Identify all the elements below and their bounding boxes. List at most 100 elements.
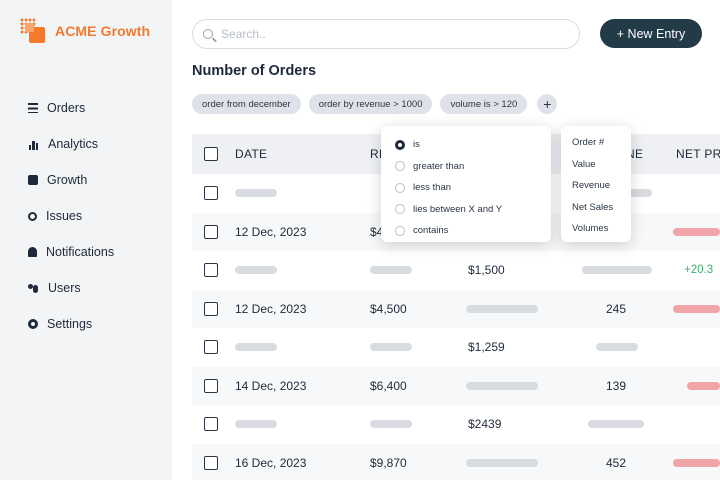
users-icon <box>28 283 39 293</box>
growth-icon <box>28 175 38 185</box>
cell-value: $2439 <box>468 417 502 432</box>
placeholder-bar <box>466 304 538 313</box>
placeholder-bar <box>235 189 277 198</box>
cell-date: 12 Dec, 2023 <box>235 224 307 239</box>
table-row[interactable]: 12 Dec, 2023 $4,500 245 <box>192 289 720 328</box>
row-checkbox[interactable] <box>204 224 218 239</box>
radio-icon[interactable] <box>395 182 405 193</box>
search-icon <box>203 29 213 39</box>
option-label: lies between X and Y <box>413 203 503 215</box>
select-all-checkbox[interactable] <box>204 147 218 161</box>
sidebar-item-label: Orders <box>47 101 86 115</box>
add-filter-button[interactable]: + <box>537 94 558 114</box>
condition-option-is[interactable]: is <box>395 134 551 156</box>
condition-option-greater-than[interactable]: greater than <box>395 156 551 178</box>
sidebar-item-label: Analytics <box>48 137 99 151</box>
sidebar-item-label: Issues <box>46 209 83 223</box>
page-title: Number of Orders <box>192 63 317 79</box>
option-label: greater than <box>413 160 465 172</box>
table-row[interactable]: 16 Dec, 2023 $9,870 452 <box>192 443 720 480</box>
net-profit-bar <box>673 458 720 467</box>
column-header-net-profit[interactable]: NET PR <box>676 147 720 161</box>
row-checkbox[interactable] <box>204 301 218 316</box>
list-icon <box>28 103 38 113</box>
filter-chip[interactable]: order by revenue > 1000 <box>308 94 433 114</box>
sidebar-item-issues[interactable]: Issues <box>28 198 114 234</box>
row-checkbox[interactable] <box>204 417 218 432</box>
cell-volume: 452 <box>606 455 627 470</box>
field-option-revenue[interactable]: Revenue <box>572 180 611 192</box>
sidebar-item-label: Settings <box>47 317 93 331</box>
cell-volume: 139 <box>606 378 627 393</box>
field-option-net-sales[interactable]: Net Sales <box>572 201 614 213</box>
net-profit-bar <box>673 304 720 313</box>
issues-icon <box>28 211 37 221</box>
placeholder-bar <box>235 420 277 429</box>
row-checkbox[interactable] <box>204 378 218 393</box>
sidebar-item-analytics[interactable]: Analytics <box>28 126 114 162</box>
radio-icon[interactable] <box>395 161 405 172</box>
cell-date: 14 Dec, 2023 <box>235 378 307 393</box>
option-label: is <box>413 139 420 151</box>
placeholder-bar <box>370 343 412 352</box>
field-option-volumes[interactable]: Volumes <box>572 223 609 235</box>
table-row[interactable]: $2439 <box>192 405 720 444</box>
cell-net-profit: +20.3 <box>684 264 714 277</box>
option-label: contains <box>413 225 449 237</box>
placeholder-bar <box>466 458 538 467</box>
placeholder-bar <box>588 420 644 429</box>
sidebar: ACME Growth Orders Analytics Growth Issu… <box>0 0 172 480</box>
net-profit-bar <box>687 381 720 390</box>
cell-value: $1,259 <box>468 340 505 355</box>
filter-chip[interactable]: volume is > 120 <box>440 94 528 114</box>
bar-chart-icon <box>28 139 39 150</box>
condition-option-between[interactable]: lies between X and Y <box>395 199 551 221</box>
placeholder-bar <box>466 381 538 390</box>
condition-option-contains[interactable]: contains <box>395 220 551 242</box>
filter-field-dropdown: Order # Value Revenue Net Sales Volumes <box>561 126 631 242</box>
bell-icon <box>28 247 37 257</box>
row-checkbox[interactable] <box>204 186 218 201</box>
logo-icon <box>20 18 46 44</box>
sidebar-item-orders[interactable]: Orders <box>28 90 114 126</box>
column-header-date[interactable]: DATE <box>235 147 268 161</box>
radio-icon[interactable] <box>395 225 405 236</box>
cell-revenue: $4 <box>370 224 384 239</box>
condition-option-less-than[interactable]: less than <box>395 177 551 199</box>
placeholder-bar <box>582 266 652 275</box>
field-option-value[interactable]: Value <box>572 158 596 170</box>
brand-logo[interactable]: ACME Growth <box>20 18 150 44</box>
search-bar[interactable] <box>192 19 580 49</box>
row-checkbox[interactable] <box>204 263 218 278</box>
field-option-order-number[interactable]: Order # <box>572 137 605 149</box>
sidebar-item-growth[interactable]: Growth <box>28 162 114 198</box>
sidebar-item-settings[interactable]: Settings <box>28 306 114 342</box>
gear-icon <box>28 319 38 329</box>
cell-value: $1,500 <box>468 263 505 278</box>
sidebar-item-label: Notifications <box>46 245 115 259</box>
placeholder-bar <box>596 343 638 352</box>
placeholder-bar <box>370 420 412 429</box>
search-input[interactable] <box>221 27 561 41</box>
row-checkbox[interactable] <box>204 340 218 355</box>
radio-icon[interactable] <box>395 204 405 215</box>
table-row[interactable]: $1,500 +20.3 <box>192 251 720 290</box>
row-checkbox[interactable] <box>204 455 218 470</box>
cell-revenue: $6,400 <box>370 378 407 393</box>
filter-chip[interactable]: order from december <box>192 94 301 114</box>
filter-condition-dropdown: is greater than less than lies between X… <box>381 126 551 242</box>
cell-volume: 245 <box>606 301 627 316</box>
radio-selected-icon[interactable] <box>395 139 405 150</box>
option-label: less than <box>413 182 452 194</box>
table-row[interactable]: $1,259 <box>192 328 720 367</box>
cell-date: 12 Dec, 2023 <box>235 301 307 316</box>
placeholder-bar <box>235 266 277 275</box>
sidebar-item-label: Users <box>48 281 81 295</box>
cell-date: 16 Dec, 2023 <box>235 455 307 470</box>
placeholder-bar <box>370 266 412 275</box>
brand-name: ACME Growth <box>55 23 151 39</box>
sidebar-item-notifications[interactable]: Notifications <box>28 234 114 270</box>
new-entry-button[interactable]: + New Entry <box>600 19 702 48</box>
sidebar-item-users[interactable]: Users <box>28 270 114 306</box>
table-row[interactable]: 14 Dec, 2023 $6,400 139 <box>192 366 720 405</box>
